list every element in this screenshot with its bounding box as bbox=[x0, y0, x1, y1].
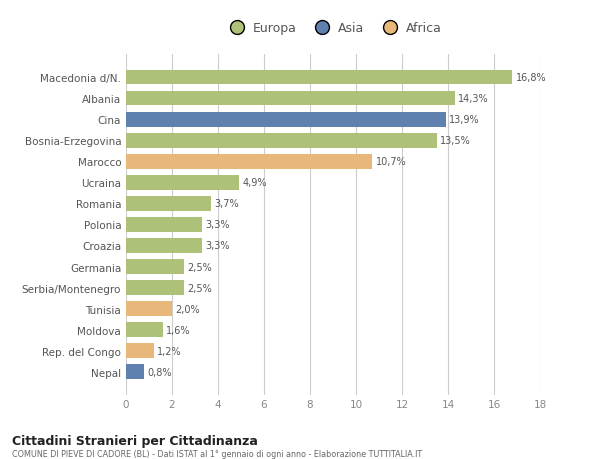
Bar bbox=[126, 112, 446, 127]
Bar bbox=[126, 239, 202, 253]
Text: 3,7%: 3,7% bbox=[215, 199, 239, 209]
Legend: Europa, Asia, Africa: Europa, Asia, Africa bbox=[220, 17, 446, 40]
Bar bbox=[126, 196, 211, 211]
Text: 2,5%: 2,5% bbox=[187, 283, 212, 293]
Bar bbox=[126, 344, 154, 358]
Text: 3,3%: 3,3% bbox=[205, 220, 230, 230]
Bar bbox=[126, 364, 145, 379]
Bar bbox=[126, 280, 184, 295]
Text: 14,3%: 14,3% bbox=[458, 94, 489, 104]
Text: 3,3%: 3,3% bbox=[205, 241, 230, 251]
Text: Cittadini Stranieri per Cittadinanza: Cittadini Stranieri per Cittadinanza bbox=[12, 434, 258, 447]
Bar bbox=[126, 323, 163, 337]
Text: 10,7%: 10,7% bbox=[376, 157, 406, 167]
Text: COMUNE DI PIEVE DI CADORE (BL) - Dati ISTAT al 1° gennaio di ogni anno - Elabora: COMUNE DI PIEVE DI CADORE (BL) - Dati IS… bbox=[12, 449, 422, 458]
Text: 2,0%: 2,0% bbox=[175, 304, 200, 314]
Text: 2,5%: 2,5% bbox=[187, 262, 212, 272]
Text: 13,9%: 13,9% bbox=[449, 115, 480, 125]
Text: 13,5%: 13,5% bbox=[440, 136, 471, 146]
Bar bbox=[126, 260, 184, 274]
Bar bbox=[126, 134, 437, 148]
Text: 4,9%: 4,9% bbox=[242, 178, 266, 188]
Bar bbox=[126, 91, 455, 106]
Text: 1,6%: 1,6% bbox=[166, 325, 191, 335]
Bar bbox=[126, 71, 512, 85]
Text: 1,2%: 1,2% bbox=[157, 346, 182, 356]
Bar bbox=[126, 155, 372, 169]
Bar bbox=[126, 218, 202, 232]
Text: 0,8%: 0,8% bbox=[148, 367, 172, 377]
Bar bbox=[126, 302, 172, 316]
Text: 16,8%: 16,8% bbox=[516, 73, 547, 83]
Bar bbox=[126, 175, 239, 190]
